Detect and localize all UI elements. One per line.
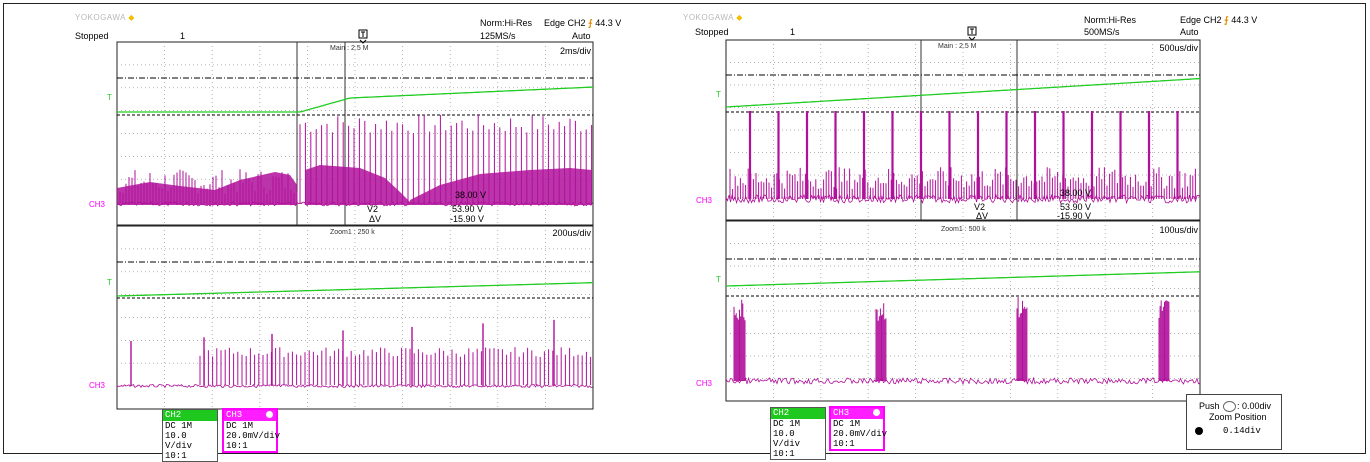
cursor-dv-readout: -15.90 V bbox=[1057, 211, 1091, 221]
zoom-position-value[interactable]: 0.14div bbox=[1223, 426, 1261, 436]
sample-rate: 125MS/s bbox=[480, 31, 516, 41]
ch2-trace-main bbox=[725, 77, 1201, 108]
trigger-position-icon bbox=[358, 29, 368, 39]
ch3-spikes-main bbox=[299, 114, 593, 204]
rising-edge-icon: ⨍ bbox=[1224, 15, 1229, 25]
zoom-grid-gridlines bbox=[726, 221, 1200, 401]
zoom-position-panel[interactable]: Push : 0.00div Zoom Position 0.14div bbox=[1186, 394, 1282, 450]
zoom-grid-gridlines bbox=[117, 226, 593, 409]
outer-frame bbox=[3, 3, 1366, 454]
ch3-pulses-main bbox=[748, 111, 1179, 199]
ch3-baseline-zoom bbox=[116, 383, 593, 389]
cursor-v2-label: V2 bbox=[974, 202, 985, 212]
trigger-mode: Auto bbox=[572, 31, 591, 41]
waveform-display: Main : 2.5 M 500us/div Zoom1 : 500 k 100us/… bbox=[696, 26, 1201, 402]
knob-icon bbox=[266, 411, 273, 418]
waveform-display: Main : 2.5 M 2ms/div Zoom1 : 250 k 200us/di… bbox=[89, 29, 594, 410]
cursor-dv-label: ΔV bbox=[976, 211, 988, 221]
ch3-burst-peaks-zoom bbox=[130, 319, 555, 386]
cursor-dv-label: ΔV bbox=[369, 214, 381, 224]
ch3-burst-zoom-3 bbox=[1016, 297, 1028, 381]
trigger-arrow-icon bbox=[359, 31, 367, 44]
rising-edge-icon: ⨍ bbox=[588, 18, 593, 28]
ch3-setup-box[interactable]: CH3 DC 1M 20.0mV/div 10:1 bbox=[829, 406, 887, 451]
acq-mode: Norm:Hi-Res bbox=[1084, 15, 1137, 25]
knob-icon bbox=[873, 409, 880, 416]
trigger-info: Edge CH2 ⨍ 44.3 V bbox=[1180, 15, 1258, 25]
main-record-label: Main : 2.5 M bbox=[330, 45, 369, 52]
scope-capture-right: YOKOGAWA ◆ Stopped 1 Norm:Hi-Res 500MS/s… bbox=[608, 0, 1291, 460]
ch3-burst-zoom-1 bbox=[733, 299, 746, 381]
ch2-marker-main: T bbox=[107, 93, 112, 102]
ch3-burst-zoom-4 bbox=[1158, 300, 1170, 381]
ch3-fine-main bbox=[119, 169, 298, 204]
brand-logo: YOKOGAWA ◆ bbox=[683, 13, 743, 22]
acq-count: 1 bbox=[180, 31, 186, 41]
trigger-arrow-icon bbox=[968, 28, 976, 41]
ch2-setup-box[interactable]: CH2 DC 1M 10.0 V/div 10:1 bbox=[162, 409, 218, 462]
ch2-marker-zoom: T bbox=[107, 278, 112, 287]
trigger-info: Edge CH2 ⨍ 44.3 V bbox=[544, 18, 622, 28]
ch3-baseline-zoom bbox=[725, 376, 1201, 386]
push-value: : 0.00div bbox=[1237, 401, 1272, 411]
cursor-dv-readout: -15.90 V bbox=[450, 214, 484, 224]
scope-capture-left: YOKOGAWA ◆ Stopped 1 Norm:Hi-Res 125MS/s… bbox=[0, 0, 683, 462]
zoom-record-label: Zoom1 : 500 k bbox=[941, 226, 986, 233]
zoom-timebase: 100us/div bbox=[1159, 225, 1198, 235]
main-grid-gridlines bbox=[117, 42, 593, 225]
zoom-timebase: 200us/div bbox=[552, 228, 591, 238]
ch2-marker-main: T bbox=[716, 90, 721, 99]
brand-logo: YOKOGAWA ◆ bbox=[75, 13, 135, 22]
ch2-trace-zoom bbox=[116, 282, 593, 297]
ch3-ripple-zoom bbox=[199, 347, 592, 385]
ch3-envelope-main-c bbox=[410, 168, 592, 205]
cursor-v2-label: V2 bbox=[367, 204, 378, 214]
cursor-v1-readout: 38.00 V bbox=[1060, 188, 1091, 198]
jog-knob-icon[interactable] bbox=[1195, 427, 1203, 435]
trigger-position-icon bbox=[967, 26, 977, 36]
zoom-position-title: Zoom Position bbox=[1209, 412, 1267, 422]
ch2-trace-zoom bbox=[725, 271, 1200, 287]
push-label: Push bbox=[1199, 401, 1220, 411]
run-status: Stopped bbox=[75, 31, 109, 41]
ch3-burst-zoom-2 bbox=[875, 303, 887, 381]
acq-mode: Norm:Hi-Res bbox=[480, 18, 533, 28]
ch3-marker-main: CH3 bbox=[89, 200, 106, 209]
ch3-baseline-main bbox=[116, 201, 593, 207]
ch2-marker-zoom: T bbox=[716, 275, 721, 284]
cursor-v1-readout: 38.00 V bbox=[455, 190, 486, 200]
ch3-setup-box[interactable]: CH3 DC 1M 20.0mV/div 10:1 bbox=[222, 408, 280, 453]
acq-count: 1 bbox=[790, 27, 796, 37]
ch3-fine-main bbox=[729, 167, 1196, 199]
main-record-label: Main : 2.5 M bbox=[938, 43, 977, 50]
sample-rate: 500MS/s bbox=[1084, 27, 1120, 37]
push-circle-icon[interactable] bbox=[1223, 401, 1236, 412]
ch3-envelope-main-b bbox=[305, 165, 410, 205]
main-timebase: 2ms/div bbox=[560, 46, 592, 56]
run-status: Stopped bbox=[695, 27, 729, 37]
ch2-trace-main bbox=[117, 86, 594, 113]
ch3-marker-zoom: CH3 bbox=[696, 379, 713, 388]
main-grid-gridlines bbox=[726, 40, 1200, 220]
cursor-v2-readout: 53.90 V bbox=[1060, 202, 1091, 212]
ch3-marker-zoom: CH3 bbox=[89, 381, 106, 390]
trigger-mode: Auto bbox=[1180, 27, 1199, 37]
cursor-v2-readout: 53.90 V bbox=[452, 204, 483, 214]
ch2-setup-box[interactable]: CH2 DC 1M 10.0 V/div 10:1 bbox=[770, 407, 826, 460]
main-timebase: 500us/div bbox=[1159, 43, 1198, 53]
ch3-marker-main: CH3 bbox=[696, 196, 713, 205]
zoom-record-label: Zoom1 : 250 k bbox=[330, 229, 375, 236]
